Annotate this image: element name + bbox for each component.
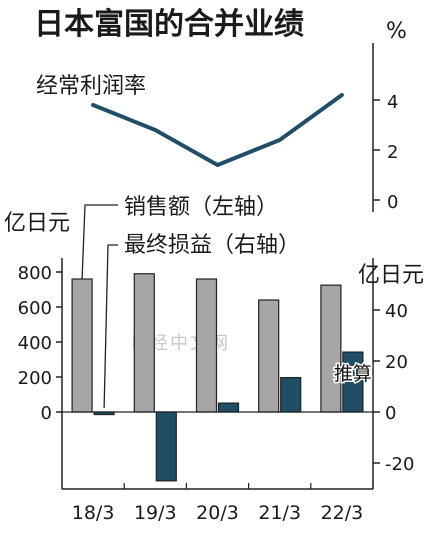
right-axis-unit-label: 亿日元 [358,263,424,288]
right-y-tick-label: 40 [385,301,408,322]
chart-title: 日本富国的合并业绩 [34,7,304,42]
sales-bar [195,278,218,413]
legend-profit-label: 最终损益（右轴） [124,233,300,258]
left-y-tick-label: 800 [18,263,52,284]
line-y-tick-label: 2 [387,142,398,163]
x-tick-label: 20/3 [196,502,239,524]
x-tick-label: 19/3 [134,502,177,524]
sales-bar [258,299,280,413]
right-y-tick-label: -20 [385,454,414,475]
sales-legend-leader [81,204,118,279]
net-profit-bar [217,402,240,413]
bar-chart-layer [71,273,364,482]
left-y-tick-label: 600 [18,298,52,319]
line-chart-layer [91,93,344,167]
line-unit-label: % [386,19,407,44]
line-series-label: 经常利润率 [36,74,146,99]
x-tick-label: 18/3 [72,502,115,524]
legend-leaders-layer [81,204,118,409]
net-profit-bar [280,376,302,413]
line-y-tick-label: 0 [387,192,398,213]
axes-layer [56,43,380,490]
legend-sales-label: 销售额（左轴） [124,195,278,220]
right-y-tick-label: 20 [385,352,408,373]
left-y-tick-label: 400 [18,333,52,354]
right-y-tick-label: 0 [385,403,396,424]
profit-legend-leader [103,244,118,409]
left-y-tick-label: 200 [18,368,52,389]
x-tick-label: 21/3 [258,502,301,524]
left-y-tick-label: 0 [41,403,52,424]
estimate-note: 推算 [334,363,372,385]
sales-bar [71,278,93,413]
sales-bar [133,273,155,413]
left-axis-unit-label: 亿日元 [4,211,70,236]
sales-bar [320,284,342,413]
net-profit-bar [155,411,177,482]
x-tick-label: 22/3 [321,502,364,524]
profit-margin-line [91,93,344,167]
line-y-tick-label: 4 [387,92,398,113]
